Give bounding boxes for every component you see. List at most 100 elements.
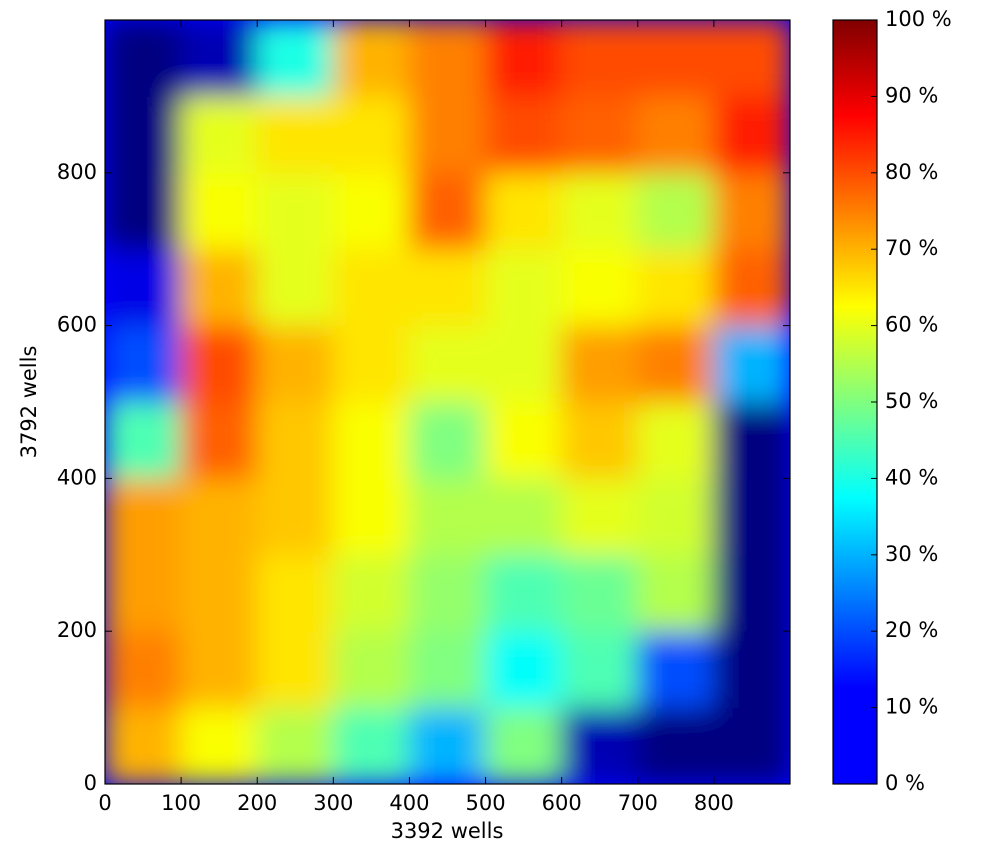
heatmap-cell <box>105 248 182 327</box>
heatmap-cell <box>485 172 563 250</box>
heatmap-cell <box>713 707 790 784</box>
heatmap-cell <box>485 630 563 709</box>
heatmap-cell <box>256 325 334 403</box>
heatmap-cell <box>713 554 790 632</box>
heatmap-cell <box>561 172 639 250</box>
heatmap-cell <box>256 401 334 479</box>
heatmap-cell <box>637 477 715 556</box>
heatmap-cell <box>713 325 790 403</box>
heatmap-cell <box>713 20 790 97</box>
heatmap-cell <box>332 477 410 556</box>
heatmap-cell <box>561 707 639 784</box>
heatmap-cell <box>561 401 639 479</box>
x-tick-label: 600 <box>542 791 582 815</box>
heatmap-cell <box>332 401 410 479</box>
heatmap-cell <box>561 248 639 327</box>
heatmap-cell <box>485 401 563 479</box>
heatmap-cell <box>256 248 334 327</box>
heatmap-cell <box>105 95 182 174</box>
heatmap-cell <box>180 401 258 479</box>
heatmap-cell <box>408 554 487 632</box>
heatmap-cell <box>105 477 182 556</box>
x-tick-label: 300 <box>313 791 353 815</box>
heatmap-cell <box>256 707 334 784</box>
heatmap-cell <box>637 172 715 250</box>
heatmap-cell <box>180 707 258 784</box>
x-tick-label: 700 <box>618 791 658 815</box>
heatmap-cell <box>408 248 487 327</box>
heatmap-cell <box>408 630 487 709</box>
colorbar-tick-label: 10 % <box>885 695 938 719</box>
heatmap-cell <box>408 95 487 174</box>
heatmap-cell <box>332 172 410 250</box>
heatmap-cell <box>332 554 410 632</box>
heatmap-cell <box>105 707 182 784</box>
heatmap-cell <box>408 707 487 784</box>
heatmap-cell <box>105 554 182 632</box>
heatmap-cell <box>408 325 487 403</box>
heatmap-cell <box>713 248 790 327</box>
heatmap-cell <box>485 325 563 403</box>
heatmap-cell <box>637 554 715 632</box>
colorbar-tick-label: 20 % <box>885 618 938 642</box>
y-tick-label: 0 <box>84 771 97 795</box>
colorbar-tick-label: 60 % <box>885 313 938 337</box>
colorbar-tick-label: 30 % <box>885 542 938 566</box>
heatmap-cell <box>105 401 182 479</box>
heatmap-cell <box>332 707 410 784</box>
heatmap-cell <box>713 95 790 174</box>
heatmap-cell <box>561 325 639 403</box>
heatmap-cell <box>485 477 563 556</box>
heatmap-cell <box>256 20 334 97</box>
heatmap-cell <box>408 172 487 250</box>
heatmap-cell <box>180 554 258 632</box>
colorbar <box>832 19 878 785</box>
heatmap-cell <box>408 477 487 556</box>
heatmap-cell <box>256 630 334 709</box>
colorbar-tick-label: 80 % <box>885 160 938 184</box>
heatmap-cell <box>637 20 715 97</box>
heatmap-cell <box>180 172 258 250</box>
heatmap-cell <box>561 477 639 556</box>
heatmap-cell <box>105 630 182 709</box>
colorbar-tick-label: 70 % <box>885 236 938 260</box>
heatmap-cell <box>713 172 790 250</box>
x-tick-label: 100 <box>161 791 201 815</box>
heatmap-cell <box>713 477 790 556</box>
heatmap-cell <box>485 707 563 784</box>
heatmap-cells <box>105 20 790 784</box>
colorbar-tick-label: 0 % <box>885 771 925 795</box>
y-tick-label: 400 <box>57 465 97 489</box>
heatmap-cell <box>713 630 790 709</box>
y-tick-label: 200 <box>57 618 97 642</box>
heatmap-cell <box>637 630 715 709</box>
x-tick-label: 500 <box>466 791 506 815</box>
heatmap-cell <box>637 325 715 403</box>
heatmap-cell <box>180 630 258 709</box>
heatmap-cell <box>332 95 410 174</box>
x-tick-label: 400 <box>389 791 429 815</box>
heatmap-cell <box>180 477 258 556</box>
y-tick-label: 600 <box>57 313 97 337</box>
colorbar-tick-label: 90 % <box>885 83 938 107</box>
x-tick-label: 200 <box>237 791 277 815</box>
heatmap-cell <box>637 401 715 479</box>
heatmap-cell <box>561 630 639 709</box>
heatmap-cell <box>637 707 715 784</box>
heatmap-cell <box>332 325 410 403</box>
colorbar-tick-label: 40 % <box>885 465 938 489</box>
heatmap-cell <box>180 95 258 174</box>
heatmap-cell <box>561 554 639 632</box>
heatmap-cell <box>485 95 563 174</box>
y-axis-label: 3792 wells <box>17 346 41 459</box>
heatmap-cell <box>561 20 639 97</box>
y-tick-label: 800 <box>57 160 97 184</box>
heatmap-cell <box>637 248 715 327</box>
colorbar-tick-label: 100 % <box>885 7 952 31</box>
heatmap-cell <box>105 325 182 403</box>
x-tick-label: 0 <box>98 791 111 815</box>
heatmap-cell <box>713 401 790 479</box>
heatmap-cell <box>332 20 410 97</box>
heatmap-cell <box>408 20 487 97</box>
heatmap-cell <box>256 172 334 250</box>
